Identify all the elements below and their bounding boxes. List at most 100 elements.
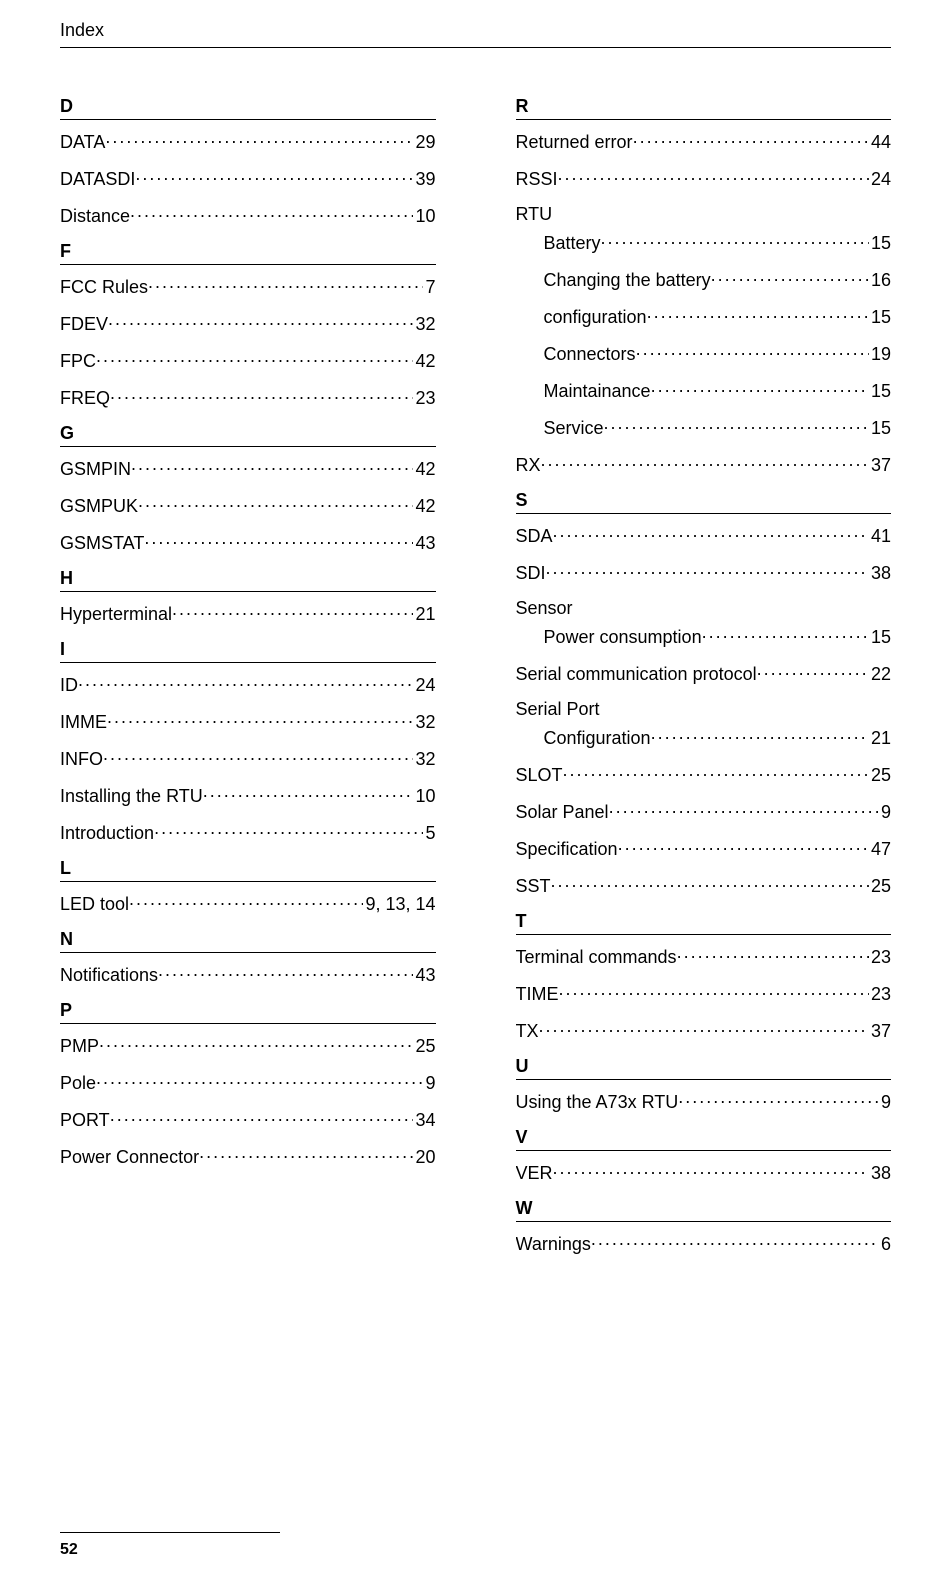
index-page-number: 24: [869, 169, 891, 190]
index-page-number: 9: [423, 1073, 435, 1094]
index-leader-dots: [203, 784, 414, 802]
index-parent: Serial Port: [516, 699, 892, 720]
index-entry: Power consumption 15: [516, 625, 892, 648]
index-page-number: 16: [869, 270, 891, 291]
index-page-number: 6: [879, 1234, 891, 1255]
index-entry: PMP25: [60, 1034, 436, 1057]
index-label: Returned error: [516, 132, 633, 153]
index-label: FPC: [60, 351, 96, 372]
index-page-number: 29: [413, 132, 435, 153]
index-leader-dots: [702, 625, 869, 643]
index-entry: Battery 15: [516, 231, 892, 254]
index-entry: IMME 32: [60, 710, 436, 733]
page-number: 52: [60, 1541, 78, 1559]
index-label: IMME: [60, 712, 107, 733]
index-leader-dots: [135, 167, 413, 185]
index-letter: L: [60, 858, 436, 882]
page-header: Index: [60, 20, 891, 48]
index-entry: SLOT 25: [516, 763, 892, 786]
index-leader-dots: [148, 275, 423, 293]
index-leader-dots: [110, 1108, 414, 1126]
index-label: Service: [544, 418, 604, 439]
index-page-number: 23: [869, 984, 891, 1005]
index-letter: T: [516, 911, 892, 935]
index-page-number: 32: [413, 314, 435, 335]
index-label: ID: [60, 675, 78, 696]
index-leader-dots: [130, 204, 413, 222]
index-page-number: 38: [869, 1163, 891, 1184]
index-letter: I: [60, 639, 436, 663]
index-leader-dots: [553, 524, 869, 542]
index-entry: Returned error 44: [516, 130, 892, 153]
index-leader-dots: [618, 837, 869, 855]
index-leader-dots: [158, 963, 413, 981]
index-entry: configuration 15: [516, 305, 892, 328]
index-page-number: 9, 13, 14: [363, 894, 435, 915]
index-page-number: 37: [869, 1021, 891, 1042]
index-page-number: 20: [413, 1147, 435, 1168]
index-entry: SST 25: [516, 874, 892, 897]
index-leader-dots: [154, 821, 423, 839]
index-leader-dots: [108, 312, 413, 330]
index-leader-dots: [604, 416, 869, 434]
index-right-column: RReturned error 44RSSI 24RTUBattery 15Ch…: [516, 96, 892, 1269]
index-leader-dots: [651, 379, 869, 397]
index-entry: LED tool9, 13, 14: [60, 892, 436, 915]
index-page-number: 47: [869, 839, 891, 860]
index-label: Serial Port: [516, 699, 600, 720]
index-entry: Distance 10: [60, 204, 436, 227]
index-label: DATASDI: [60, 169, 135, 190]
index-letter: F: [60, 241, 436, 265]
index-page-number: 9: [879, 802, 891, 823]
index-entry: RX 37: [516, 453, 892, 476]
index-label: TX: [516, 1021, 539, 1042]
index-leader-dots: [138, 494, 413, 512]
index-page-number: 42: [413, 459, 435, 480]
index-leader-dots: [633, 130, 869, 148]
index-label: INFO: [60, 749, 103, 770]
index-page-number: 25: [413, 1036, 435, 1057]
index-page-number: 22: [869, 664, 891, 685]
index-entry: GSMPIN 42: [60, 457, 436, 480]
index-label: Solar Panel: [516, 802, 609, 823]
index-leader-dots: [131, 457, 413, 475]
index-leader-dots: [591, 1232, 879, 1250]
index-label: Warnings: [516, 1234, 591, 1255]
index-leader-dots: [559, 982, 869, 1000]
index-label: Configuration: [544, 728, 651, 749]
index-entry: Changing the battery 16: [516, 268, 892, 291]
index-page-number: 39: [413, 169, 435, 190]
index-entry: GSMPUK42: [60, 494, 436, 517]
index-leader-dots: [99, 1034, 413, 1052]
index-entry: Warnings 6: [516, 1232, 892, 1255]
index-columns: DDATA29DATASDI39Distance 10FFCC Rules7FD…: [60, 96, 891, 1269]
index-label: GSMPUK: [60, 496, 138, 517]
index-entry: Using the A73x RTU 9: [516, 1090, 892, 1113]
index-entry: Service 15: [516, 416, 892, 439]
index-letter: U: [516, 1056, 892, 1080]
index-entry: FDEV32: [60, 312, 436, 335]
index-label: GSMSTAT: [60, 533, 144, 554]
index-page-number: 15: [869, 627, 891, 648]
index-leader-dots: [711, 268, 869, 286]
index-entry: SDI 38: [516, 561, 892, 584]
index-leader-dots: [563, 763, 869, 781]
index-page-number: 19: [869, 344, 891, 365]
index-label: Battery: [544, 233, 601, 254]
index-letter: S: [516, 490, 892, 514]
index-leader-dots: [651, 726, 869, 744]
index-leader-dots: [105, 130, 413, 148]
index-label: Using the A73x RTU: [516, 1092, 679, 1113]
index-letter: R: [516, 96, 892, 120]
index-left-column: DDATA29DATASDI39Distance 10FFCC Rules7FD…: [60, 96, 436, 1269]
index-entry: Terminal commands 23: [516, 945, 892, 968]
index-entry: Solar Panel 9: [516, 800, 892, 823]
index-page-number: 25: [869, 876, 891, 897]
index-entry: Serial communication protocol 22: [516, 662, 892, 685]
index-entry: TIME 23: [516, 982, 892, 1005]
index-leader-dots: [110, 386, 413, 404]
index-page-number: 23: [869, 947, 891, 968]
index-label: Terminal commands: [516, 947, 677, 968]
index-entry: VER 38: [516, 1161, 892, 1184]
index-page-number: 25: [869, 765, 891, 786]
